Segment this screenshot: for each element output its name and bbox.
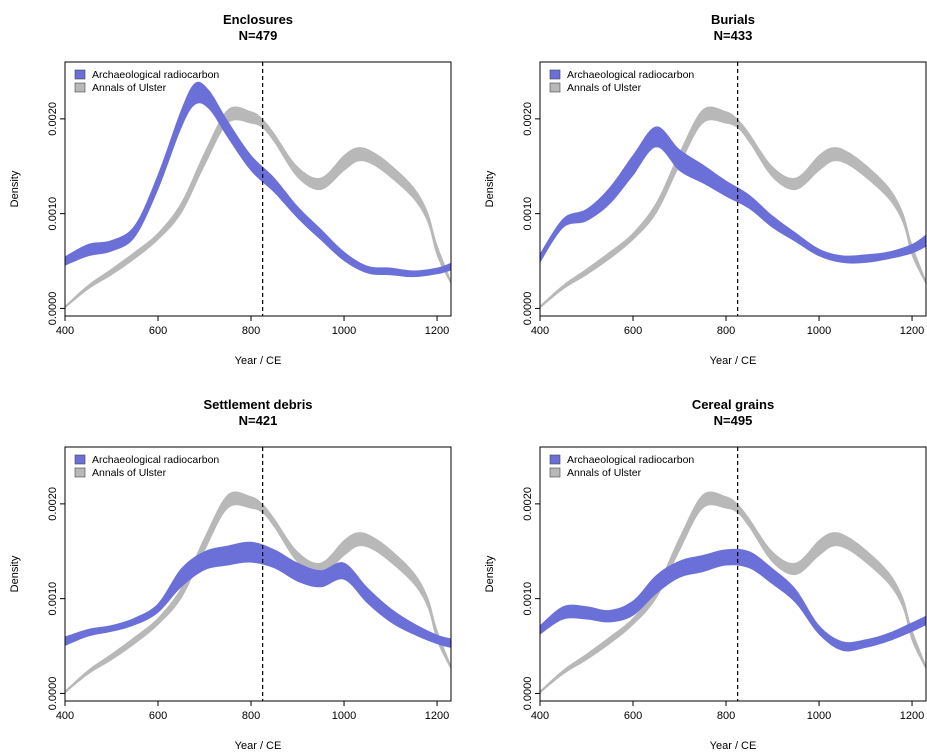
x-tick-label: 1000 bbox=[332, 325, 356, 337]
legend-swatch-radiocarbon bbox=[549, 454, 561, 465]
panel-subtitle: N=433 bbox=[714, 28, 753, 43]
y-tick-label: 0.0010 bbox=[522, 197, 534, 231]
plot-frame bbox=[539, 446, 927, 702]
y-tick-label: 0.0020 bbox=[47, 102, 59, 136]
y-tick-label: 0.0000 bbox=[522, 677, 534, 711]
legend-label: Annals of Ulster bbox=[567, 82, 642, 94]
plot-frame bbox=[539, 61, 927, 317]
chart-panel: 400 600 800 1000 1200 0.0000 0.0010 0.0020 Cerea… bbox=[484, 397, 927, 752]
x-tick-label: 800 bbox=[242, 710, 260, 722]
y-axis-label: Density bbox=[484, 170, 496, 207]
plot-area bbox=[540, 447, 926, 701]
y-tick-label: 0.0020 bbox=[47, 487, 59, 521]
y-tick-label: 0.0010 bbox=[47, 582, 59, 616]
annals-density-band bbox=[540, 491, 926, 694]
legend-label: Archaeological radiocarbon bbox=[567, 454, 694, 466]
y-axis-label: Density bbox=[484, 555, 496, 592]
x-tick-label: 800 bbox=[717, 710, 735, 722]
panel-title: Enclosures bbox=[223, 12, 293, 27]
x-axis-label: Year / CE bbox=[710, 355, 757, 367]
x-tick-label: 800 bbox=[242, 325, 260, 337]
legend-swatch-annals bbox=[549, 467, 561, 478]
annals-density-band bbox=[65, 106, 451, 309]
x-tick-label: 1200 bbox=[900, 325, 924, 337]
x-tick-label: 1000 bbox=[807, 710, 831, 722]
panel-subtitle: N=479 bbox=[239, 28, 278, 43]
panel-title: Burials bbox=[711, 12, 755, 27]
annals-density-band bbox=[540, 106, 926, 309]
plot-area bbox=[540, 62, 926, 316]
x-tick-label: 400 bbox=[531, 325, 549, 337]
x-tick-label: 400 bbox=[531, 710, 549, 722]
legend-swatch-radiocarbon bbox=[74, 454, 86, 465]
legend-label: Archaeological radiocarbon bbox=[92, 454, 219, 466]
x-tick-label: 1200 bbox=[425, 325, 449, 337]
y-tick-label: 0.0000 bbox=[522, 292, 534, 326]
y-axis-label: Density bbox=[9, 555, 21, 592]
panel-title: Cereal grains bbox=[692, 397, 774, 412]
radiocarbon-density-band bbox=[540, 126, 926, 264]
y-axis-label: Density bbox=[9, 170, 21, 207]
plot-area bbox=[65, 447, 451, 701]
y-tick-label: 0.0010 bbox=[47, 197, 59, 231]
annals-density-band bbox=[65, 491, 451, 694]
legend-swatch-annals bbox=[74, 467, 86, 478]
radiocarbon-density-band bbox=[65, 541, 451, 648]
panel-subtitle: N=495 bbox=[714, 413, 753, 428]
x-tick-label: 400 bbox=[56, 325, 74, 337]
legend-swatch-radiocarbon bbox=[549, 69, 561, 80]
panel-subtitle: N=421 bbox=[239, 413, 278, 428]
plot-frame bbox=[64, 61, 452, 317]
y-tick-label: 0.0000 bbox=[47, 292, 59, 326]
x-tick-label: 1200 bbox=[900, 710, 924, 722]
y-tick-label: 0.0000 bbox=[47, 677, 59, 711]
x-tick-label: 600 bbox=[149, 710, 167, 722]
y-tick-label: 0.0020 bbox=[522, 102, 534, 136]
x-axis-label: Year / CE bbox=[235, 740, 282, 752]
x-axis-label: Year / CE bbox=[710, 740, 757, 752]
x-tick-label: 600 bbox=[149, 325, 167, 337]
radiocarbon-density-band bbox=[540, 548, 926, 652]
legend-label: Annals of Ulster bbox=[92, 467, 167, 479]
x-tick-label: 400 bbox=[56, 710, 74, 722]
legend-swatch-annals bbox=[549, 82, 561, 93]
x-tick-label: 600 bbox=[624, 325, 642, 337]
legend-label: Archaeological radiocarbon bbox=[92, 69, 219, 81]
legend-label: Annals of Ulster bbox=[567, 467, 642, 479]
legend-swatch-annals bbox=[74, 82, 86, 93]
plot-area bbox=[65, 62, 451, 316]
x-tick-label: 1200 bbox=[425, 710, 449, 722]
chart-panel: 400 600 800 1000 1200 0.0000 0.0010 0.0020 Buria… bbox=[484, 12, 927, 367]
chart-panel: 400 600 800 1000 1200 0.0000 0.0010 0.0020 Enclo… bbox=[9, 12, 452, 367]
panel-title: Settlement debris bbox=[203, 397, 312, 412]
x-tick-label: 600 bbox=[624, 710, 642, 722]
x-tick-label: 1000 bbox=[332, 710, 356, 722]
legend-swatch-radiocarbon bbox=[74, 69, 86, 80]
y-tick-label: 0.0010 bbox=[522, 582, 534, 616]
x-tick-label: 800 bbox=[717, 325, 735, 337]
plot-frame bbox=[64, 446, 452, 702]
legend-label: Annals of Ulster bbox=[92, 82, 167, 94]
y-tick-label: 0.0020 bbox=[522, 487, 534, 521]
legend-label: Archaeological radiocarbon bbox=[567, 69, 694, 81]
x-tick-label: 1000 bbox=[807, 325, 831, 337]
chart-panel: 400 600 800 1000 1200 0.0000 0.0010 0.0020 Settl… bbox=[9, 397, 452, 752]
x-axis-label: Year / CE bbox=[235, 355, 282, 367]
